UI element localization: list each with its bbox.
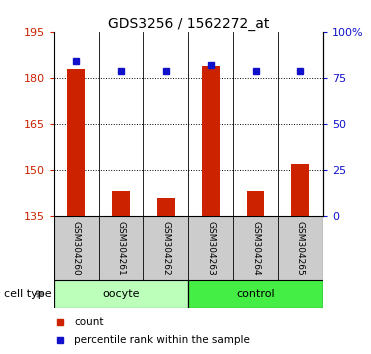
FancyBboxPatch shape — [54, 280, 188, 308]
Title: GDS3256 / 1562272_at: GDS3256 / 1562272_at — [108, 17, 269, 31]
Text: control: control — [236, 289, 275, 299]
Text: oocyte: oocyte — [102, 289, 140, 299]
Text: count: count — [74, 318, 104, 327]
Text: GSM304263: GSM304263 — [206, 221, 215, 276]
Bar — [291, 164, 309, 216]
FancyBboxPatch shape — [188, 280, 323, 308]
Text: GSM304264: GSM304264 — [251, 221, 260, 276]
Bar — [202, 65, 220, 216]
Text: GSM304260: GSM304260 — [72, 221, 81, 276]
Bar — [67, 69, 85, 216]
Bar — [157, 198, 175, 216]
Text: GSM304261: GSM304261 — [116, 221, 125, 276]
Text: GSM304262: GSM304262 — [161, 221, 170, 276]
Bar — [112, 192, 130, 216]
Text: percentile rank within the sample: percentile rank within the sample — [74, 335, 250, 345]
FancyBboxPatch shape — [54, 216, 323, 280]
Text: cell type: cell type — [4, 289, 51, 299]
Text: GSM304265: GSM304265 — [296, 221, 305, 276]
Bar — [247, 192, 265, 216]
